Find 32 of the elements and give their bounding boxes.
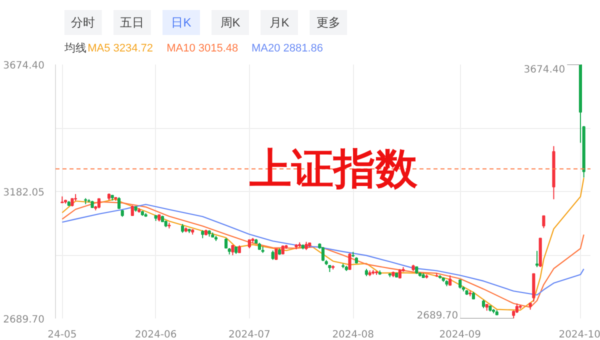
text: 日K (171, 16, 192, 30)
text: 分时 (71, 16, 96, 30)
x-tick-label: 2024-08 (332, 330, 374, 340)
candlestick (348, 252, 352, 270)
candlestick (97, 198, 101, 209)
x-tick-label: 2024-09 (439, 330, 481, 340)
x-tick-label: 2024-10 (558, 330, 600, 340)
candlestick (398, 268, 402, 279)
candlestick (274, 248, 278, 260)
candlestick (271, 250, 274, 260)
x-tick-label: 2024-06 (134, 330, 177, 340)
text: MA5 3234.72 (88, 42, 154, 54)
candlestick (535, 250, 539, 268)
text: MA10 3015.48 (166, 42, 238, 54)
text: 五日 (120, 16, 144, 30)
x-tick-label: 24-05 (48, 330, 77, 340)
candlestick (130, 204, 134, 216)
text: 均线 (63, 42, 86, 54)
candlestick (117, 196, 121, 210)
text: 周K (220, 16, 240, 30)
y-tick-label: 2689.70 (3, 314, 45, 326)
y-tick-label: 3674.40 (3, 60, 45, 72)
annotation: 3674.40 (524, 64, 566, 76)
text: 更多 (316, 16, 340, 30)
candlestick (542, 215, 546, 229)
annotation: 2689.70 (416, 310, 458, 322)
candlestick (231, 244, 234, 256)
y-tick-label: 3182.05 (3, 188, 45, 198)
text: 上证指数 (248, 144, 419, 194)
text: MA20 2881.86 (251, 42, 324, 54)
x-tick-label: 2024-07 (228, 330, 270, 340)
text: 月K (269, 16, 290, 30)
